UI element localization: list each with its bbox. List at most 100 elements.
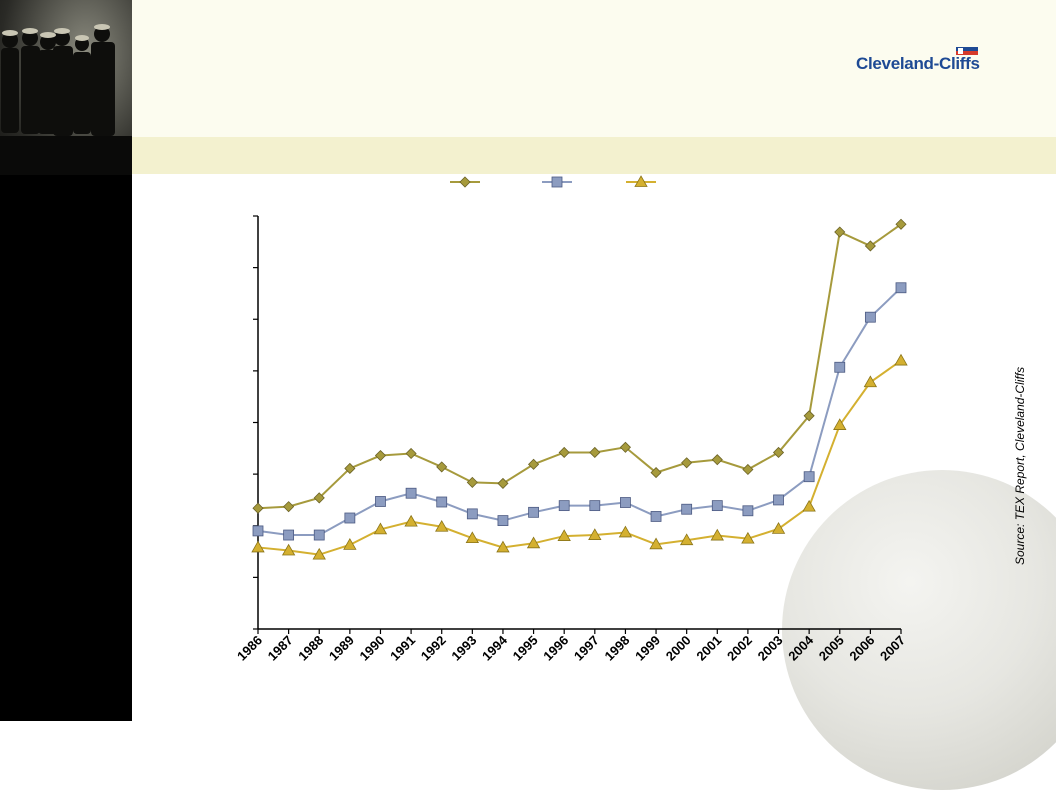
data-point-square bbox=[650, 511, 662, 522]
x-tick-label: 2001 bbox=[693, 633, 724, 664]
data-point-diamond bbox=[528, 458, 540, 470]
source-label: Source: bbox=[1013, 523, 1027, 565]
header-band bbox=[132, 137, 1056, 174]
miners-photo bbox=[0, 0, 132, 175]
x-tick-label: 1999 bbox=[632, 633, 663, 664]
data-point-square bbox=[711, 500, 723, 512]
data-point-square bbox=[252, 525, 264, 537]
legend-marker-diamond bbox=[459, 176, 471, 188]
data-point-diamond bbox=[772, 446, 785, 459]
data-point-triangle bbox=[710, 528, 724, 541]
data-point-diamond bbox=[497, 477, 509, 489]
data-point-diamond bbox=[681, 457, 693, 469]
data-point-triangle bbox=[833, 418, 847, 430]
chart-series bbox=[251, 218, 908, 560]
data-point-diamond bbox=[344, 462, 356, 475]
x-tick-label: 1994 bbox=[479, 632, 511, 664]
data-point-square bbox=[558, 500, 570, 512]
data-point-square bbox=[681, 503, 693, 515]
data-point-triangle bbox=[343, 538, 357, 550]
data-point-triangle bbox=[557, 529, 571, 541]
x-tick-label: 2003 bbox=[755, 633, 786, 664]
x-tick-label: 1987 bbox=[265, 633, 296, 664]
data-point-square bbox=[497, 515, 509, 526]
x-tick-label: 1992 bbox=[418, 633, 449, 664]
data-point-square bbox=[773, 494, 784, 506]
x-tick-label: 2007 bbox=[877, 633, 908, 664]
data-point-triangle bbox=[465, 531, 480, 544]
data-point-square bbox=[405, 487, 417, 499]
data-point-diamond bbox=[803, 410, 815, 422]
x-tick-label: 1989 bbox=[326, 633, 357, 664]
data-point-square bbox=[803, 471, 815, 483]
data-point-triangle bbox=[496, 540, 510, 553]
data-point-diamond bbox=[589, 446, 601, 459]
data-point-triangle bbox=[649, 537, 663, 550]
data-point-triangle bbox=[618, 525, 633, 538]
data-point-triangle bbox=[404, 514, 418, 527]
logo-text: Cleveland-Cliffs bbox=[856, 54, 980, 73]
data-point-square bbox=[620, 497, 631, 508]
x-tick-labels: 1986 1987 1988 1989 1990 1991 1992 1993 1994 1995… bbox=[234, 632, 908, 664]
x-tick-label: 1991 bbox=[387, 633, 418, 664]
data-point-square bbox=[466, 508, 478, 520]
data-point-diamond bbox=[711, 454, 723, 466]
data-point-triangle bbox=[435, 519, 449, 532]
data-point-square bbox=[313, 529, 325, 541]
chart-legend bbox=[450, 175, 656, 188]
data-point-triangle bbox=[281, 543, 296, 556]
x-tick-label: 1998 bbox=[601, 633, 632, 664]
data-point-diamond bbox=[405, 447, 417, 460]
data-point-square bbox=[528, 506, 539, 518]
data-point-diamond bbox=[252, 502, 264, 514]
data-point-square bbox=[436, 496, 448, 508]
data-point-triangle bbox=[863, 375, 878, 388]
legend-marker-triangle bbox=[634, 175, 648, 187]
data-point-diamond bbox=[834, 226, 846, 238]
x-tick-label: 2006 bbox=[846, 633, 877, 664]
data-point-diamond bbox=[374, 449, 387, 462]
x-tick-label: 1995 bbox=[510, 633, 541, 664]
data-point-diamond bbox=[650, 467, 662, 479]
series-line-square bbox=[257, 287, 902, 537]
data-point-diamond bbox=[742, 463, 754, 476]
miners-silhouette-image bbox=[0, 24, 132, 175]
x-tick-label: 2000 bbox=[663, 633, 694, 664]
price-line-chart: 1986 1987 1988 1989 1990 1991 1992 1993 1994 1995… bbox=[234, 175, 908, 664]
x-tick-label: 1990 bbox=[357, 633, 388, 664]
data-point-diamond bbox=[895, 218, 907, 230]
logo-flag-icon bbox=[956, 47, 978, 55]
x-tick-label: 2005 bbox=[816, 633, 847, 664]
data-point-triangle bbox=[679, 533, 694, 546]
data-point-triangle bbox=[526, 536, 541, 549]
data-point-diamond bbox=[283, 501, 295, 513]
data-point-square bbox=[834, 361, 846, 373]
data-point-diamond bbox=[313, 492, 325, 504]
x-tick-label: 1986 bbox=[234, 633, 265, 664]
x-tick-label: 2002 bbox=[724, 633, 755, 664]
legend-marker-square bbox=[551, 176, 563, 188]
data-point-diamond bbox=[864, 240, 876, 252]
data-point-square bbox=[742, 505, 754, 517]
series-line-triangle bbox=[257, 359, 902, 556]
data-point-triangle bbox=[771, 522, 786, 534]
source-text: TEX Report, Cleveland-Cliffs bbox=[1013, 366, 1027, 521]
x-tick-label: 1997 bbox=[571, 633, 602, 664]
header-area bbox=[132, 0, 1056, 137]
data-point-triangle bbox=[312, 547, 326, 560]
data-point-square bbox=[895, 282, 907, 294]
x-tick-label: 1993 bbox=[448, 633, 479, 664]
data-point-square bbox=[375, 496, 386, 507]
data-point-square bbox=[344, 512, 356, 524]
data-point-diamond bbox=[619, 441, 631, 453]
data-point-triangle bbox=[373, 522, 388, 535]
company-logo: Cleveland-Cliffs bbox=[856, 47, 1006, 73]
data-point-triangle bbox=[588, 528, 602, 540]
x-tick-label: 1996 bbox=[540, 633, 571, 664]
data-point-diamond bbox=[436, 461, 448, 473]
series-line-diamond bbox=[257, 223, 902, 510]
x-tick-label: 1988 bbox=[295, 633, 326, 664]
data-point-square bbox=[864, 311, 876, 323]
x-tick-label: 2004 bbox=[785, 632, 817, 664]
data-point-diamond bbox=[558, 446, 570, 459]
